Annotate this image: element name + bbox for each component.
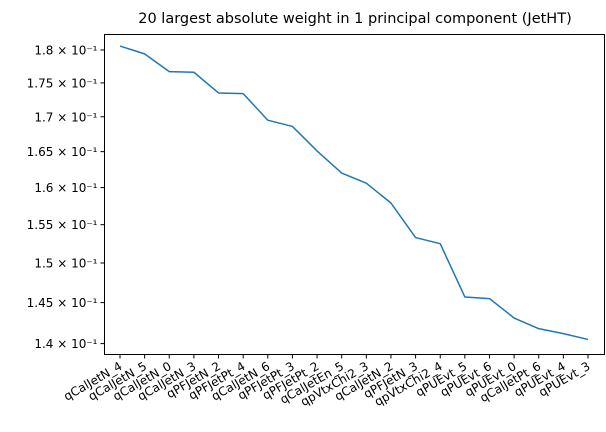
y-axis: 1.4 × 10⁻¹ 1.45 × 10⁻¹ 1.5 × 10⁻¹ 1.55 × 10… bbox=[27, 43, 105, 351]
axes-frame bbox=[104, 34, 605, 355]
y-tick-label: 1.8 × 10⁻¹ bbox=[34, 43, 97, 57]
y-tick-label: 1.65 × 10⁻¹ bbox=[27, 145, 98, 159]
y-tick-label: 1.6 × 10⁻¹ bbox=[34, 181, 97, 195]
plot-area bbox=[119, 45, 589, 341]
y-tick-label: 1.55 × 10⁻¹ bbox=[27, 218, 98, 232]
y-tick-label: 1.4 × 10⁻¹ bbox=[34, 337, 97, 351]
y-tick-label: 1.45 × 10⁻¹ bbox=[27, 296, 98, 310]
x-axis: qCalJetN_4qCalJetN_5qCalJetN_0qCalJetN_3… bbox=[61, 354, 593, 409]
y-tick-label: 1.5 × 10⁻¹ bbox=[34, 256, 97, 270]
chart-title: 20 largest absolute weight in 1 principa… bbox=[138, 11, 571, 27]
series-line-0 bbox=[119, 45, 589, 341]
y-tick-label: 1.7 × 10⁻¹ bbox=[34, 110, 97, 124]
y-tick-label: 1.75 × 10⁻¹ bbox=[27, 76, 98, 90]
